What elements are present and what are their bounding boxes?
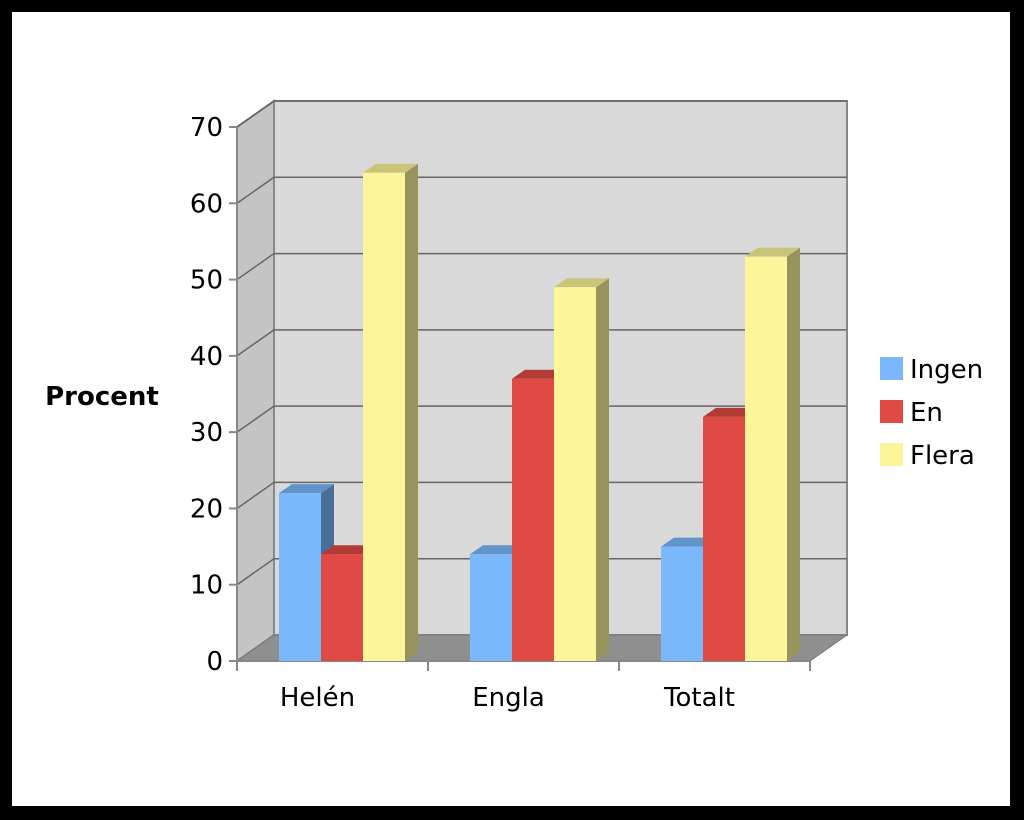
gridline-side [236,558,275,586]
bar-front [512,378,554,661]
y-tick-label: 60 [190,189,223,219]
bars [279,163,800,661]
gridline-side [236,252,275,281]
chart-frame: 0 10 20 30 40 50 60 70 Helén Engla Totalt Procent… [12,12,1010,806]
y-tick-label: 10 [190,571,223,601]
bar-top [745,247,800,257]
bar-front [703,416,745,661]
bar-top [470,545,525,555]
y-tick-labels: 0 10 20 30 40 50 60 70 [190,113,223,677]
legend-item-ingen: Ingen [880,355,983,385]
bar-side [405,163,418,661]
bar-front [321,554,363,661]
bar-chart: 0 10 20 30 40 50 60 70 Helén Engla Totalt Procent… [45,99,983,713]
bar-front [470,554,512,661]
bar-top [661,537,716,547]
category-labels: Helén Engla Totalt [280,683,735,713]
bar-top [554,278,609,288]
bar-flera-1 [554,278,609,661]
gridline-side [236,100,275,128]
bar-flera-2 [745,247,800,661]
y-tick-label: 20 [190,494,223,524]
bar-top [703,407,758,417]
y-tick-label: 40 [190,342,223,372]
legend: Ingen En Flera [880,355,983,471]
legend-label: Flera [910,441,975,471]
bar-front [745,256,787,661]
bar-flera-0 [363,163,418,661]
legend-label: En [910,398,943,428]
bar-front [554,287,596,661]
legend-label: Ingen [910,355,983,385]
category-label: Helén [280,683,355,713]
bar-top [363,163,418,173]
category-label: Engla [472,683,545,713]
legend-item-flera: Flera [880,441,975,471]
y-tick-label: 30 [190,418,223,448]
y-tick-label: 0 [206,647,223,677]
bar-side [596,278,609,661]
side-wall [236,99,275,663]
bar-side [787,247,800,661]
bar-front [279,493,321,661]
bar-top [279,484,334,494]
gridline-side [236,481,275,510]
gridline-side [236,176,275,204]
legend-swatch [880,357,903,380]
legend-item-en: En [880,398,943,428]
gridline-side [236,329,275,357]
y-tick-label: 50 [190,266,223,296]
bar-top [512,369,567,379]
y-tick-label: 70 [190,113,223,143]
bar-front [363,172,405,661]
y-axis-title: Procent [45,382,159,412]
gridline-side [236,405,275,433]
category-label: Totalt [663,683,735,713]
bar-top [321,545,376,555]
legend-swatch [880,443,903,466]
bar-front [661,546,703,661]
legend-swatch [880,400,903,423]
